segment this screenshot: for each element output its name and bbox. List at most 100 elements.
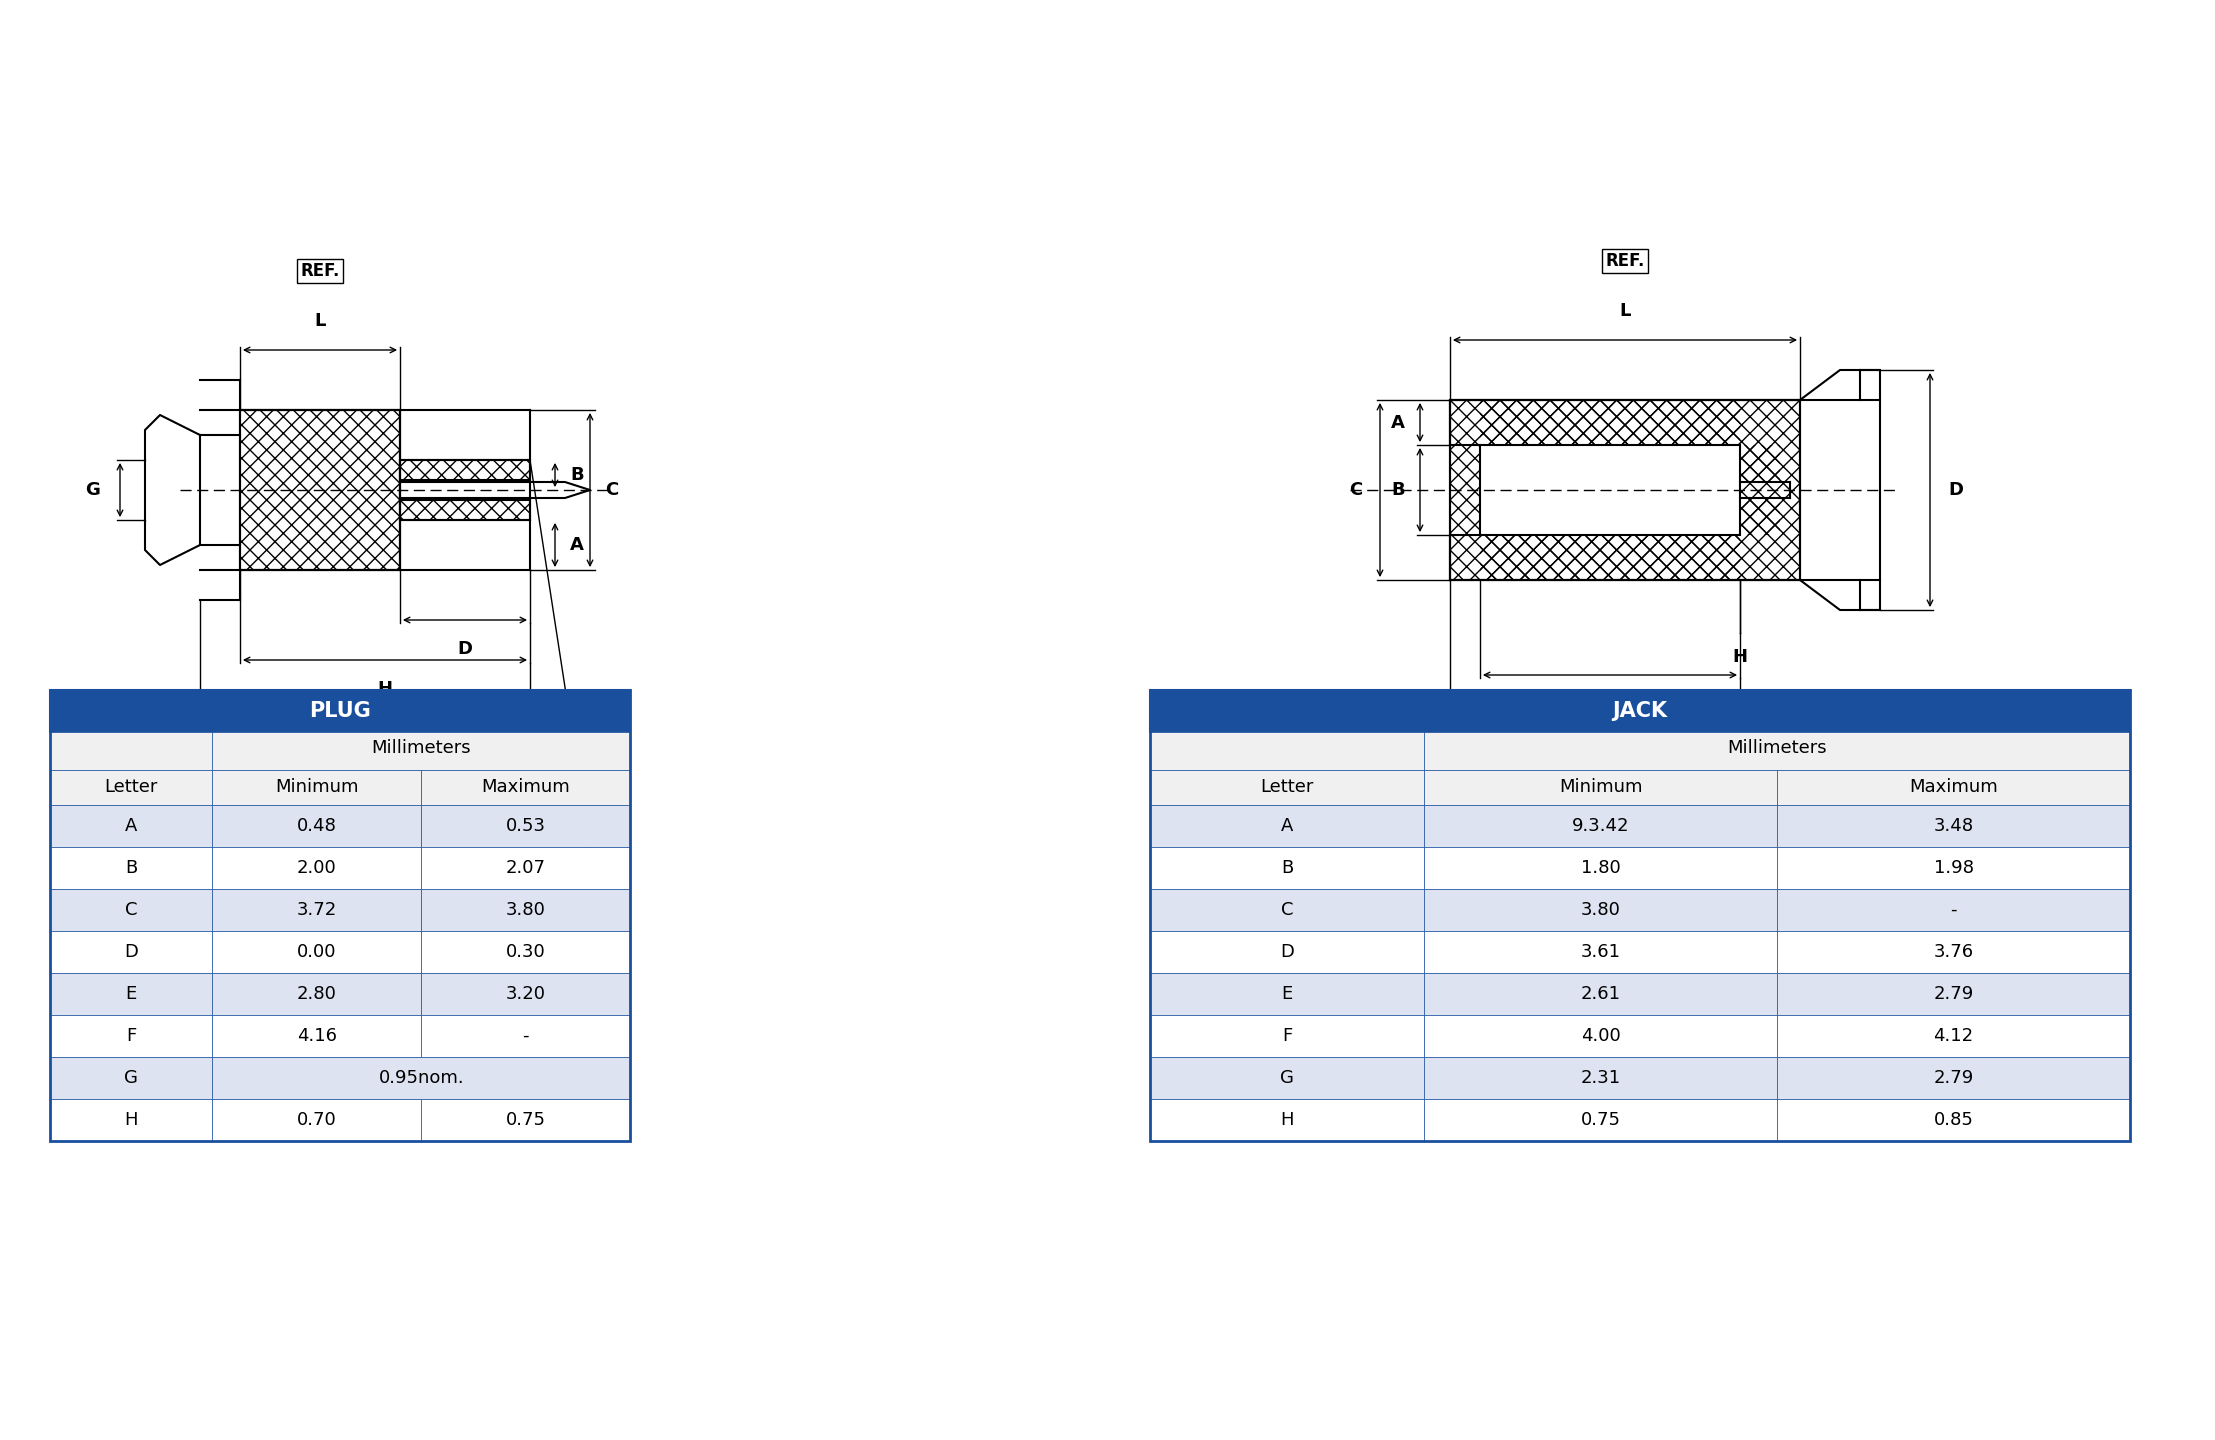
- Text: REF.: REF.: [1606, 252, 1646, 271]
- Text: 0.85: 0.85: [1934, 1112, 1974, 1129]
- Text: Minimum: Minimum: [275, 779, 359, 796]
- Bar: [213, 732, 629, 770]
- Bar: [1150, 1015, 1424, 1057]
- Text: A: A: [1280, 816, 1294, 835]
- Bar: [1424, 1099, 1776, 1140]
- Bar: [213, 932, 421, 973]
- Bar: [1741, 445, 1781, 482]
- Text: 3.72: 3.72: [297, 901, 337, 919]
- Bar: [1150, 805, 1424, 847]
- Bar: [1776, 973, 2131, 1015]
- Text: 4.16: 4.16: [297, 1027, 337, 1045]
- Text: 3.80: 3.80: [505, 901, 545, 919]
- Text: 0.48: 0.48: [297, 816, 337, 835]
- Text: -: -: [523, 1027, 529, 1045]
- Text: 0.00: 0.00: [297, 943, 337, 960]
- Text: H: H: [1732, 648, 1748, 665]
- Bar: [421, 805, 629, 847]
- Bar: [421, 932, 629, 973]
- Text: D: D: [1280, 943, 1294, 960]
- Text: 2.79: 2.79: [1934, 1068, 1974, 1087]
- Text: A: A: [569, 536, 585, 554]
- Bar: [51, 1015, 213, 1057]
- Bar: [51, 847, 213, 888]
- Text: PLUG: PLUG: [310, 701, 370, 721]
- Bar: [1776, 1057, 2131, 1099]
- Text: G: G: [1604, 693, 1617, 711]
- Bar: [1776, 932, 2131, 973]
- Bar: [1424, 932, 1776, 973]
- Text: Maximum: Maximum: [1909, 779, 1998, 796]
- Bar: [51, 805, 213, 847]
- Bar: [1424, 847, 1776, 888]
- Text: E: E: [1588, 743, 1601, 760]
- Bar: [1776, 1015, 2131, 1057]
- Bar: [421, 973, 629, 1015]
- Text: G: G: [1280, 1068, 1294, 1087]
- Bar: [1150, 1057, 1424, 1099]
- Bar: [51, 973, 213, 1015]
- Bar: [1424, 805, 1776, 847]
- Text: 9.3.42: 9.3.42: [1573, 816, 1630, 835]
- Text: 2.07: 2.07: [505, 860, 545, 877]
- Bar: [213, 1015, 421, 1057]
- Bar: [1741, 498, 1781, 536]
- Text: 3.20: 3.20: [505, 985, 545, 1004]
- Bar: [1150, 847, 1424, 888]
- Text: Letter: Letter: [1260, 779, 1313, 796]
- Text: Letter: Letter: [104, 779, 157, 796]
- Text: L: L: [315, 312, 326, 330]
- Bar: [51, 690, 629, 1140]
- Bar: [1150, 770, 1424, 805]
- Text: B: B: [1280, 860, 1294, 877]
- Text: 0.75: 0.75: [1582, 1112, 1621, 1129]
- Text: 0.75: 0.75: [505, 1112, 545, 1129]
- Bar: [239, 410, 401, 570]
- Bar: [1776, 805, 2131, 847]
- Text: C: C: [124, 901, 137, 919]
- Bar: [1424, 888, 1776, 932]
- Bar: [401, 459, 529, 480]
- Text: G: G: [124, 1068, 137, 1087]
- Text: REF.: REF.: [301, 262, 339, 279]
- Text: 2.31: 2.31: [1582, 1068, 1621, 1087]
- Bar: [51, 770, 213, 805]
- Bar: [1424, 732, 2131, 770]
- Bar: [1424, 1057, 1776, 1099]
- Text: B: B: [124, 860, 137, 877]
- Text: F: F: [126, 1027, 137, 1045]
- Text: D: D: [124, 943, 137, 960]
- Text: Maximum: Maximum: [481, 779, 569, 796]
- Text: H: H: [377, 680, 392, 698]
- Text: 4.00: 4.00: [1582, 1027, 1621, 1045]
- Bar: [213, 973, 421, 1015]
- Text: 3.48: 3.48: [1934, 816, 1974, 835]
- Text: 0.30: 0.30: [505, 943, 545, 960]
- Bar: [1150, 1099, 1424, 1140]
- Bar: [421, 1099, 629, 1140]
- Text: B: B: [569, 467, 583, 484]
- Text: 4.12: 4.12: [1934, 1027, 1974, 1045]
- Bar: [1480, 400, 1741, 445]
- Bar: [213, 1099, 421, 1140]
- Bar: [421, 847, 629, 888]
- Bar: [1424, 770, 1776, 805]
- Text: 2.00: 2.00: [297, 860, 337, 877]
- Bar: [1424, 973, 1776, 1015]
- Text: JACK: JACK: [1613, 701, 1668, 721]
- Text: -: -: [1951, 901, 1956, 919]
- Bar: [1451, 400, 1801, 580]
- Bar: [421, 1015, 629, 1057]
- Bar: [213, 1057, 629, 1099]
- Text: 0.53: 0.53: [505, 816, 545, 835]
- Bar: [1150, 690, 2131, 1140]
- Bar: [1150, 888, 1424, 932]
- Text: A: A: [1391, 413, 1404, 432]
- Text: Millimeters: Millimeters: [1728, 739, 1827, 757]
- Text: C: C: [1280, 901, 1294, 919]
- Bar: [213, 805, 421, 847]
- Bar: [401, 500, 529, 520]
- Text: 0.95nom.: 0.95nom.: [379, 1068, 463, 1087]
- Text: L: L: [1619, 302, 1630, 320]
- Text: 2.61: 2.61: [1582, 985, 1621, 1004]
